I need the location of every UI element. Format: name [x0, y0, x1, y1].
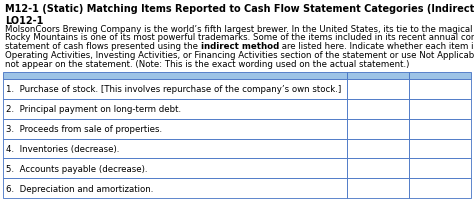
Text: indirect method: indirect method — [201, 42, 279, 51]
Text: 6.  Depreciation and amortization.: 6. Depreciation and amortization. — [6, 184, 154, 193]
Text: Operating Activities, Investing Activities, or Financing Activities section of t: Operating Activities, Investing Activiti… — [5, 51, 474, 60]
Text: statement of cash flows presented using the: statement of cash flows presented using … — [5, 42, 201, 51]
Bar — [347, 139, 409, 159]
Text: not appear on the statement. (Note: This is the exact wording used on the actual: not appear on the statement. (Note: This… — [5, 59, 410, 68]
Bar — [347, 159, 409, 178]
Bar — [3, 99, 347, 119]
Bar — [347, 80, 409, 99]
Bar — [3, 72, 347, 80]
Text: are listed here. Indicate whether each item is disclosed in the: are listed here. Indicate whether each i… — [279, 42, 474, 51]
Text: LO12-1: LO12-1 — [5, 15, 44, 25]
Text: 5.  Accounts payable (decrease).: 5. Accounts payable (decrease). — [6, 164, 147, 173]
Bar — [409, 119, 471, 139]
Text: M12-1 (Static) Matching Items Reported to Cash Flow Statement Categories (Indire: M12-1 (Static) Matching Items Reported t… — [5, 4, 474, 14]
Text: 2.  Principal payment on long-term debt.: 2. Principal payment on long-term debt. — [6, 105, 181, 114]
Bar — [347, 72, 409, 80]
Bar — [3, 139, 347, 159]
Bar — [347, 119, 409, 139]
Bar — [409, 80, 471, 99]
Bar — [409, 72, 471, 80]
Text: 3.  Proceeds from sale of properties.: 3. Proceeds from sale of properties. — [6, 124, 162, 134]
Bar — [3, 159, 347, 178]
Text: 1.  Purchase of stock. [This involves repurchase of the company’s own stock.]: 1. Purchase of stock. [This involves rep… — [6, 85, 341, 94]
Text: MolsonCoors Brewing Company is the world’s fifth largest brewer. In the United S: MolsonCoors Brewing Company is the world… — [5, 24, 474, 33]
Text: Rocky Mountains is one of its most powerful trademarks. Some of the items includ: Rocky Mountains is one of its most power… — [5, 33, 474, 42]
Bar — [409, 159, 471, 178]
Bar — [409, 99, 471, 119]
Bar — [3, 119, 347, 139]
Bar — [409, 139, 471, 159]
Bar — [3, 178, 347, 198]
Bar — [3, 80, 347, 99]
Text: 4.  Inventories (decrease).: 4. Inventories (decrease). — [6, 144, 119, 153]
Bar — [347, 178, 409, 198]
Bar — [347, 99, 409, 119]
Bar — [409, 178, 471, 198]
